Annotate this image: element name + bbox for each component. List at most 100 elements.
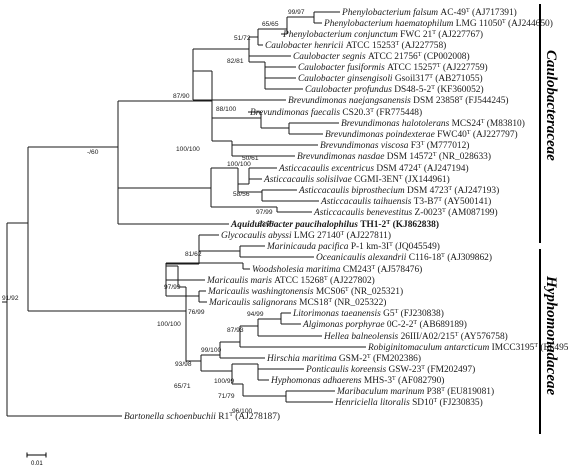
family-caulobacteraceae: Caulobacteraceae [539,4,559,243]
taxon-strain: Z-0023 [415,208,443,218]
type-strain-superscript: T [455,332,459,338]
bootstrap-value: 50/61 [242,155,259,162]
taxon-strain: ATCC 15268 [274,276,324,286]
type-strain-superscript: T [441,387,445,393]
taxon-label: Phenylobacterium haematophilum LMG 11050… [323,18,553,29]
scale-bar-label: 0.01 [31,461,43,467]
type-strain-superscript: T [448,186,452,192]
taxon-label: Asticcacaulis solisilvae CGMI-3ENT (JX14… [263,174,450,185]
taxon-accession: (M777012) [424,140,469,151]
type-strain-superscript: T [370,108,374,114]
taxon-accession: (EF495229) [538,342,568,353]
bootstrap-value: 87/93 [227,327,244,334]
taxon-strain: F3 [411,141,421,151]
taxon-species: Hellea balneolensis [323,332,401,342]
family-label-caulobacteraceae: Caulobacteraceae [543,50,559,161]
type-strain-superscript: T [399,175,403,181]
bootstrap-value: 58/56 [233,191,250,198]
family-label-hyphomonadaceae: Hyphomonadaceae [543,275,559,395]
taxon-accession: (AJ227767) [436,29,483,40]
taxon-label: Bartonella schoenbuchii R1T (AJ278187) [124,411,280,422]
taxon-label: Maribaculum marinum P38T (EU819081) [336,386,494,397]
taxon-species: Ponticaulis koreensis [305,365,388,375]
type-strain-superscript: T [481,119,485,125]
bootstrap-value: 71/79 [218,393,235,400]
taxon-accession: (AB689189) [417,319,467,330]
taxon-species: Marinicauda pacifica [266,241,351,252]
type-strain-superscript: T [367,354,371,360]
taxon-species: Asticcacaulis solisilvae [263,175,354,185]
taxon-species: Caulobacter ginsengisoli [298,74,395,84]
taxon-accession: (AJ227811) [344,230,391,241]
bootstrap-value: 97/99 [256,209,273,216]
taxon-accession: (AJ244650) [506,18,553,29]
type-strain-superscript: T [421,365,425,371]
type-strain-superscript: T [442,208,446,214]
taxon-species: Caulobacter profundus [305,84,394,95]
taxon-label: Caulobacter fusiformis ATCC 15257T (AJ22… [298,62,488,73]
bootstrap-value: 96/100 [232,408,253,415]
type-strain-superscript: T [328,298,332,304]
type-strain-superscript: T [389,242,393,248]
taxon-label: Woodsholesia maritima CM243T (AJ578476) [252,264,422,275]
taxon-accession: (AJ578476) [375,264,422,275]
taxon-accession: (FM202386) [371,353,421,364]
type-strain-superscript: T [386,220,390,226]
taxon-accession: (AJ227802) [328,275,375,286]
bootstrap-value: 65/65 [262,21,279,28]
taxon-strain: MCS24 [452,119,481,129]
bootstrap-value: 100/100 [157,321,181,328]
taxon-species: Asticcacaulis benevestitus [313,208,415,218]
taxon-species: Glycocaulis abyssi [221,231,294,241]
taxon-label: Brevundimonas halotolerans MCS24T (M8381… [341,118,525,129]
taxon-accession: (AJ227759) [441,62,488,73]
taxon-strain: TH1-2 [360,220,386,230]
taxon-species: Phenylobacterium falsum [341,7,440,18]
taxon-accession: (AY500141) [442,196,491,207]
taxon-strain: ATCC 21756 [368,52,418,62]
taxon-label: Asticcacaulis excentricus DSM 4724T (AJ2… [278,163,469,174]
type-strain-superscript: T [395,309,399,315]
type-strain-superscript: T [341,231,345,237]
taxon-species: Maricaulis washingtonensis [207,287,316,297]
bootstrap-value: 93/98 [175,361,192,368]
taxon-label: Brevundimonas poindexterae FWC40T (AJ227… [325,129,518,140]
taxon-label: Brevundimonas faecalis CS20.3T (FR775448… [250,107,422,118]
taxon-accession: (AJ717391) [470,7,517,18]
taxon-label: Maricaulis maris ATCC 15268T (AJ227802) [206,275,375,286]
type-strain-superscript: T [418,164,422,170]
bootstrap-value: 99/97 [288,9,305,16]
taxon-strain: R1 [218,412,229,422]
taxon-strain: CM243 [343,265,372,275]
bootstrap-value: 99/100 [201,347,222,354]
taxon-species: Robiginitomaculum antarcticum [367,343,492,353]
taxon-species: Brevundimonas naejangsanensis [288,96,413,106]
taxon-accession: (AF082790) [396,375,445,386]
type-strain-superscript: T [413,320,417,326]
bootstrap-value: 91/92 [2,295,19,302]
taxon-accession: (FJ230838) [398,308,444,319]
taxon-species: Woodsholesia maritima [252,265,343,275]
taxon-species: Phenylobacterium conjunctum [282,30,400,40]
taxon-strain: Gsoil317 [395,74,430,84]
taxon-strain: LMG 27140 [294,231,341,241]
taxon-accession: (AJ278187) [233,411,280,422]
taxon-accession: (FJ544245) [463,95,509,106]
scale-bar: 0.01 [26,452,47,467]
type-strain-superscript: T [431,85,435,91]
taxon-strain: GSW-23 [388,365,421,375]
taxon-label: Caulobacter profundus DS48-5-2T (KF36005… [305,84,484,95]
taxon-species: Brevundimonas faecalis [250,107,342,118]
taxon-strain: CGMI-3EN [354,175,399,185]
type-strain-superscript: T [502,19,506,25]
taxon-strain: ATCC 15253 [346,41,396,51]
taxon-strain: 26III/A02/215 [401,332,455,342]
taxon-strain: T3-B7 [414,197,439,207]
taxon-species: Oceanicaulis alexandrii [316,253,409,263]
bootstrap-value: -/60 [87,149,99,156]
type-strain-superscript: T [395,41,399,47]
taxon-accession: (KF360052) [435,84,484,95]
taxon-accession: (AJ227758) [399,40,446,51]
taxon-species: Hyphomonas adhaerens [270,376,364,386]
